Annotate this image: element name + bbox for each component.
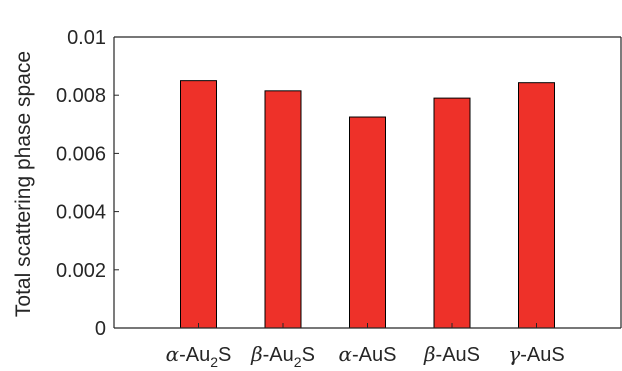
bar [180, 80, 217, 329]
y-tick-label: 0.008 [56, 85, 106, 107]
y-axis-ticks: 0 0.002 0.004 0.006 0.008 0.01 [56, 27, 119, 340]
y-axis-label: Total scattering phase space [12, 51, 35, 317]
formula-base: -AuS [352, 344, 396, 366]
greek-letter: α [166, 342, 180, 366]
bar [349, 116, 386, 329]
bars [180, 80, 555, 329]
x-tick-label: α-AuS [339, 342, 397, 366]
y-tick-label: 0 [95, 318, 106, 340]
bar [518, 82, 555, 329]
greek-letter: β [250, 342, 263, 366]
formula-subscript: 2 [210, 354, 218, 370]
y-tick-label: 0.006 [56, 143, 106, 165]
formula-base: -Au [263, 344, 294, 366]
bar [264, 90, 302, 329]
greek-letter: α [339, 342, 353, 366]
y-tick-label: 0.01 [67, 27, 106, 49]
x-tick-label: γ-AuS [508, 342, 564, 366]
bar [433, 97, 471, 329]
greek-letter: γ [508, 342, 520, 366]
greek-letter: β [423, 342, 436, 366]
formula-tail: S [218, 344, 231, 366]
x-tick-label: β-AuS [423, 342, 480, 366]
x-tick-label: α-Au2S [166, 342, 232, 370]
x-tick-label: β-Au2S [250, 342, 315, 370]
formula-tail: S [302, 344, 315, 366]
y-tick-label: 0.004 [56, 202, 106, 224]
formula-base: -Au [179, 344, 210, 366]
formula-base: -AuS [520, 344, 564, 366]
formula-subscript: 2 [294, 354, 302, 370]
x-axis-labels: α-Au2S β-Au2S α-AuS β-AuS γ-AuS [166, 323, 565, 370]
formula-base: -AuS [436, 344, 480, 366]
y-tick-label: 0.002 [56, 260, 106, 282]
